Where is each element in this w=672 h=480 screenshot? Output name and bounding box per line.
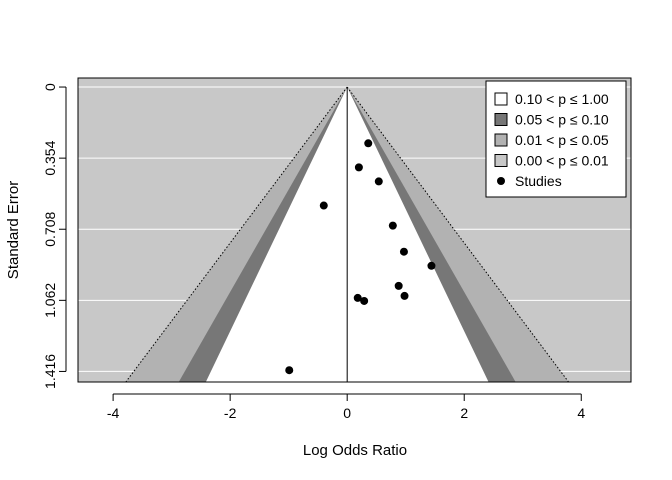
x-axis-title: Log Odds Ratio bbox=[303, 442, 407, 459]
y-tick-label-1: 0.354 bbox=[42, 140, 58, 175]
y-tick-label-4: 1.416 bbox=[42, 354, 58, 389]
x-axis: -4 -2 0 2 4 bbox=[107, 393, 585, 421]
legend-point-marker bbox=[497, 177, 505, 185]
y-axis-title: Standard Error bbox=[5, 181, 22, 279]
legend-label-4: Studies bbox=[515, 173, 562, 189]
legend-swatch-3 bbox=[494, 154, 508, 167]
x-tick-label-3: 2 bbox=[460, 405, 468, 421]
x-tick-label-1: -2 bbox=[224, 405, 237, 421]
legend-label-1: 0.05 < p ≤ 0.10 bbox=[515, 112, 609, 128]
x-tick-label-2: 0 bbox=[343, 405, 351, 421]
y-tick-label-3: 1.062 bbox=[42, 283, 58, 318]
study-point-7 bbox=[394, 281, 403, 290]
legend-label-3: 0.00 < p ≤ 0.01 bbox=[515, 153, 609, 169]
study-point-1 bbox=[354, 163, 363, 172]
study-point-8 bbox=[353, 293, 362, 302]
study-point-4 bbox=[388, 221, 397, 230]
legend-label-2: 0.01 < p ≤ 0.05 bbox=[515, 132, 609, 148]
study-points bbox=[285, 139, 436, 375]
legend-swatch-0 bbox=[494, 92, 508, 106]
legend-swatch-2 bbox=[494, 133, 508, 147]
legend-swatch-1 bbox=[494, 113, 508, 126]
legend: 0.10 < p ≤ 1.00 0.05 < p ≤ 0.10 0.01 < p ≤… bbox=[485, 80, 627, 198]
y-axis: 0 0.354 0.708 1.062 1.416 bbox=[42, 83, 67, 389]
study-point-5 bbox=[399, 247, 408, 256]
study-point-10 bbox=[400, 291, 409, 300]
study-point-3 bbox=[319, 201, 328, 210]
study-point-6 bbox=[427, 261, 436, 270]
study-point-0 bbox=[364, 139, 373, 148]
x-tick-label-4: 4 bbox=[577, 405, 585, 421]
plot-border bbox=[77, 77, 632, 383]
legend-box bbox=[485, 80, 627, 198]
study-point-2 bbox=[374, 177, 383, 186]
y-tick-label-0: 0 bbox=[42, 83, 58, 91]
legend-label-0: 0.10 < p ≤ 1.00 bbox=[515, 91, 609, 107]
y-tick-label-2: 0.708 bbox=[42, 212, 58, 247]
study-point-9 bbox=[360, 296, 369, 305]
x-tick-label-0: -4 bbox=[107, 405, 120, 421]
study-point-11 bbox=[285, 366, 294, 375]
